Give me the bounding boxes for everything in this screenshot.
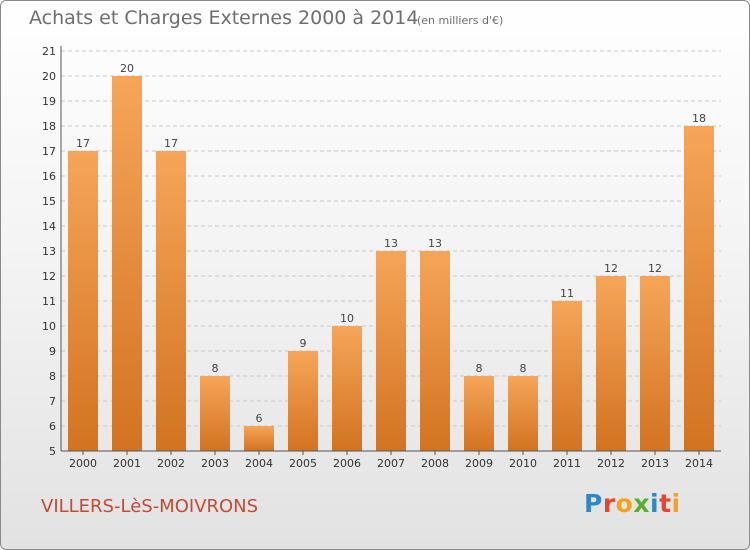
data-label-2011: 11: [560, 287, 574, 300]
y-tick-label: 19: [42, 95, 56, 108]
data-label-2003: 8: [212, 362, 219, 375]
x-tick-label-2001: 2001: [113, 457, 141, 470]
x-tick-label-2013: 2013: [641, 457, 669, 470]
y-tick-label: 18: [42, 120, 56, 133]
x-tick-label-2000: 2000: [69, 457, 97, 470]
data-label-2000: 17: [76, 137, 90, 150]
y-tick-label: 21: [42, 45, 56, 58]
x-tick-label-2006: 2006: [333, 457, 361, 470]
y-tick-label: 11: [42, 295, 56, 308]
bar-2013: [640, 276, 670, 451]
x-tick-label-2014: 2014: [685, 457, 713, 470]
data-label-2014: 18: [692, 112, 706, 125]
y-tick-label: 6: [49, 420, 56, 433]
x-tick-label-2009: 2009: [465, 457, 493, 470]
data-label-2007: 13: [384, 237, 398, 250]
data-label-2009: 8: [476, 362, 483, 375]
y-tick-label: 14: [42, 220, 56, 233]
y-tick-label: 7: [49, 395, 56, 408]
x-tick-label-2005: 2005: [289, 457, 317, 470]
data-label-2004: 6: [256, 412, 263, 425]
town-name: VILLERS-LèS-MOIVRONS: [41, 496, 259, 517]
bar-2007: [376, 251, 406, 451]
data-label-2008: 13: [428, 237, 442, 250]
logo-letter: r: [602, 489, 616, 518]
bar-2005: [288, 351, 318, 451]
bar-2011: [552, 301, 582, 451]
bar-2003: [200, 376, 230, 451]
data-label-2006: 10: [340, 312, 354, 325]
logo-letter: t: [659, 489, 672, 518]
data-label-2002: 17: [164, 137, 178, 150]
x-tick-label-2003: 2003: [201, 457, 229, 470]
logo-letter: P: [584, 489, 603, 518]
y-tick-label: 10: [42, 320, 56, 333]
bar-2009: [464, 376, 494, 451]
x-tick-label-2002: 2002: [157, 457, 185, 470]
bar-2002: [156, 151, 186, 451]
y-tick-label: 17: [42, 145, 56, 158]
x-tick-label-2010: 2010: [509, 457, 537, 470]
proxiti-logo: Proxiti: [584, 489, 681, 518]
y-tick-label: 9: [49, 345, 56, 358]
bar-2006: [332, 326, 362, 451]
y-tick-label: 5: [49, 445, 56, 458]
logo-letter: i: [671, 489, 681, 518]
chart-title: Achats et Charges Externes 2000 à 2014: [29, 7, 419, 29]
x-tick-label-2008: 2008: [421, 457, 449, 470]
x-tick-label-2004: 2004: [245, 457, 273, 470]
y-tick-label: 20: [42, 70, 56, 83]
bar-2012: [596, 276, 626, 451]
data-label-2001: 20: [120, 62, 134, 75]
y-tick-label: 16: [42, 170, 56, 183]
logo-letter: x: [633, 489, 650, 518]
y-tick-label: 12: [42, 270, 56, 283]
bar-2008: [420, 251, 450, 451]
bar-2001: [112, 76, 142, 451]
x-tick-label-2011: 2011: [553, 457, 581, 470]
data-label-2013: 12: [648, 262, 662, 275]
y-tick-label: 15: [42, 195, 56, 208]
bar-2000: [68, 151, 98, 451]
y-tick-label: 13: [42, 245, 56, 258]
chart-unit: (en milliers d'€): [417, 14, 504, 27]
x-tick-label-2012: 2012: [597, 457, 625, 470]
data-label-2012: 12: [604, 262, 618, 275]
logo-letter: o: [615, 489, 634, 518]
bar-2004: [244, 426, 274, 451]
logo-letter: i: [650, 489, 660, 518]
data-label-2005: 9: [300, 337, 307, 350]
bar-2010: [508, 376, 538, 451]
x-tick-label-2007: 2007: [377, 457, 405, 470]
data-label-2010: 8: [520, 362, 527, 375]
bar-2014: [684, 126, 714, 451]
y-tick-label: 8: [49, 370, 56, 383]
